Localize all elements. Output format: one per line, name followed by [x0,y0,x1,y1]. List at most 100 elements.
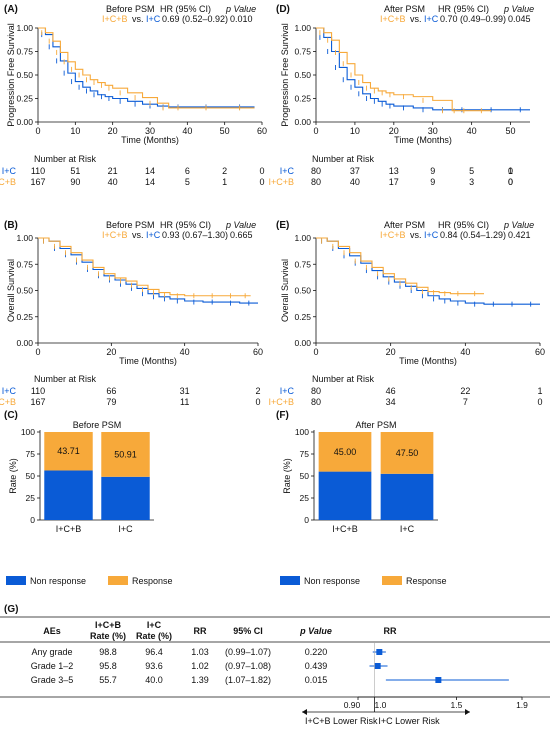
p-value: 0.045 [508,14,531,24]
x-tick-label: 0 [313,347,318,357]
legend-non-response: Non response [30,576,86,586]
risk-value: 2 [222,166,227,176]
y-axis-title: Progression Free Survival [280,23,290,127]
risk-title: Number at Risk [312,374,375,384]
risk-title: Number at Risk [312,154,375,164]
km-line-ic [316,27,530,111]
row-ic-rate: 96.4 [145,647,163,657]
forest-tick-label: 1.9 [516,700,528,710]
row-icb-rate: 95.8 [99,661,117,671]
hr-value: 0.93 (0.67–1.30) [162,230,228,240]
legend-ic: I+C [424,14,439,24]
hr-value: 0.69 (0.52–0.92) [162,14,228,24]
risk-title: Number at Risk [34,154,97,164]
row-p: 0.220 [305,647,328,657]
forest-right-label: I+C Lower Risk [378,716,440,726]
panel-label: (F) [276,410,289,421]
legend-vs: vs. [410,14,422,24]
x-axis-title: Time (Months) [119,356,177,366]
row-ci: (1.07–1.82) [225,675,271,685]
arrowhead-left [302,709,307,715]
panel-label: (G) [4,604,18,615]
row-rr: 1.02 [191,661,209,671]
y-tick-label: 0.50 [16,70,33,80]
panel-label: (B) [4,220,18,231]
legend-response: Response [132,576,173,586]
hr-header: HR (95% CI) [160,4,211,14]
risk-value: 80 [311,166,321,176]
x-axis-title: Time (Months) [394,135,452,145]
row-rr: 1.03 [191,647,209,657]
legend-swatch-non-response [280,576,300,585]
bar-value-label: 47.50 [396,448,419,458]
x-tick-label: 60 [257,126,267,136]
x-tick-label: I+C [118,524,133,534]
risk-value: 1 [508,166,513,176]
y-tick-label: 100 [295,427,309,437]
hr-value: 0.84 (0.54–1.29) [440,230,506,240]
legend-icb: I+C+B [102,230,128,240]
panel-label: (D) [276,4,290,15]
row-ae: Grade 1–2 [31,661,74,671]
risk-value: 40 [350,177,360,187]
risk-value: 11 [180,397,189,407]
legend-non-response: Non response [304,576,360,586]
header-group: I+C+B [95,620,122,630]
risk-value: 3 [469,177,474,187]
y-tick-label: 50 [26,471,36,481]
header-forest-rr: RR [384,626,397,636]
bar-value-label: 45.00 [334,447,357,457]
row-p: 0.015 [305,675,328,685]
x-tick-label: 20 [386,347,396,357]
risk-value: 6 [185,166,190,176]
row-icb-rate: 98.8 [99,647,117,657]
bar-title: After PSM [355,420,396,430]
risk-row-name: I+C+B [268,177,294,187]
y-tick-label: 0.00 [294,117,311,127]
risk-value: 13 [389,166,399,176]
risk-row-name: I+C [280,166,295,176]
y-tick-label: 0.75 [294,259,311,269]
y-tick-label: 0.00 [16,338,33,348]
y-tick-label: 0.50 [294,286,311,296]
y-tick-label: 0.75 [16,47,33,57]
header-ci: 95% CI [233,626,263,636]
y-tick-label: 0.25 [294,312,311,322]
p-header: p Value [225,220,256,230]
y-axis-title: Overall Survival [280,259,290,322]
km-line-icb [316,27,492,112]
risk-value: 21 [108,166,118,176]
p-header: p Value [503,4,534,14]
x-tick-label: 20 [106,347,116,357]
y-tick-label: 0.25 [294,94,311,104]
y-tick-label: 25 [26,493,36,503]
bar-response [101,432,150,477]
panel-f: (F) After PSM 0 25 50 75 100 Rate (%) 45.00 I+C+B… [276,410,447,586]
forest-tick-label: 1.5 [450,700,462,710]
y-axis-title: Rate (%) [8,458,18,494]
risk-value: 9 [430,166,435,176]
bar-value-label: 50.91 [114,449,137,459]
risk-title: Number at Risk [34,374,97,384]
x-tick-label: 50 [220,126,230,136]
y-tick-label: 75 [26,449,36,459]
bar-non-response [44,470,93,520]
km-line-icb [38,237,251,297]
header-rate: Rate (%) [90,631,126,641]
risk-value: 167 [30,177,45,187]
header-p: p Value [299,626,332,636]
y-tick-label: 0.00 [16,117,33,127]
legend-ic: I+C [146,230,161,240]
risk-value: 110 [31,166,45,176]
legend-ic: I+C [146,14,161,24]
forest-point [435,677,442,683]
legend-icb: I+C+B [380,14,406,24]
legend-ic: I+C [424,230,439,240]
risk-value: 5 [185,177,190,187]
legend-icb: I+C+B [102,14,128,24]
phase-label: Before PSM [106,220,155,230]
p-value: 0.665 [230,230,253,240]
forest-tick-label: 1.0 [374,700,386,710]
